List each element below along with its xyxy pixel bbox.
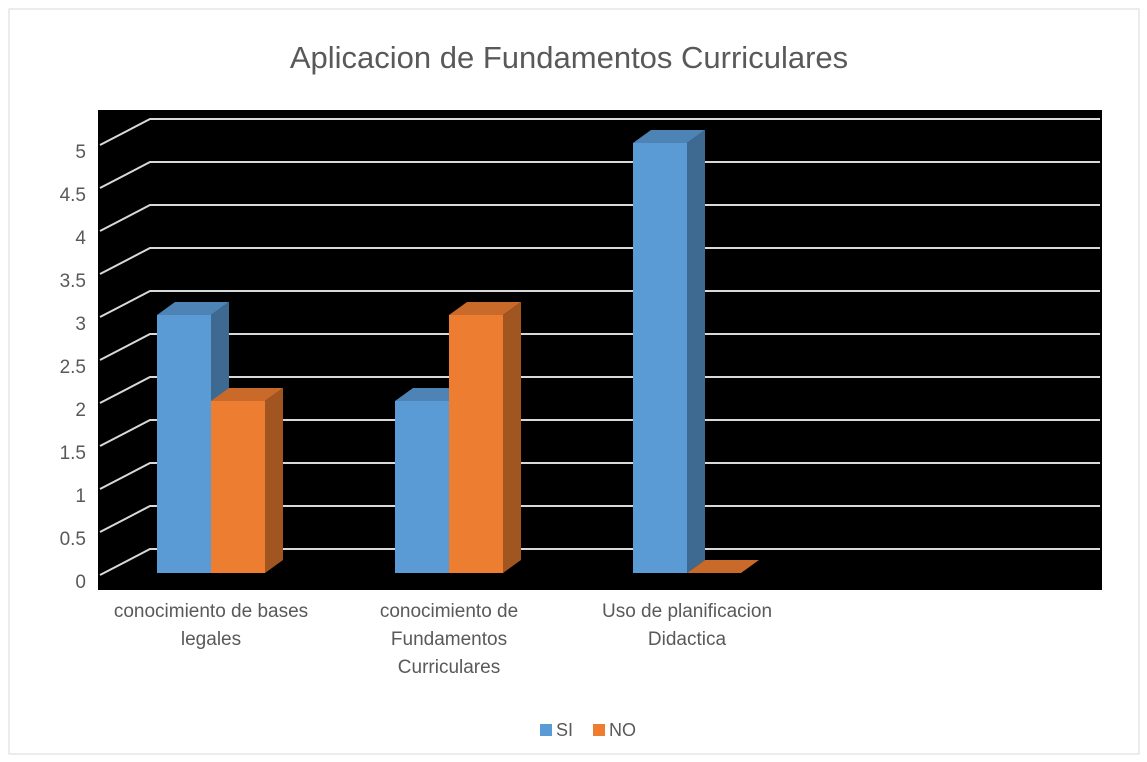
y-tick-label: 2 (75, 400, 86, 421)
bar-side (503, 302, 521, 573)
grid-line (99, 247, 1100, 275)
x-tick-label: conocimiento de Fundamentos Curriculares (379, 601, 519, 678)
y-tick-label: 3 (75, 314, 86, 335)
y-tick-label: 4.5 (60, 185, 86, 206)
bar (211, 401, 265, 573)
bar (157, 315, 211, 573)
bar (395, 401, 449, 573)
bar-top (687, 560, 759, 573)
bar-top (633, 130, 705, 143)
y-tick-label: 3.5 (60, 271, 86, 292)
grid-line (99, 118, 1100, 146)
chart-title: Aplicacion de Fundamentos Curriculares (290, 40, 848, 75)
legend-swatch (540, 724, 552, 736)
legend-label: NO (609, 720, 636, 740)
grid-line (99, 419, 1100, 447)
grid-line (99, 204, 1100, 232)
y-tick-label: 5 (75, 142, 86, 163)
bar-top (449, 302, 521, 315)
bar-top (157, 302, 229, 315)
grid-line (99, 333, 1100, 361)
grid-line (99, 505, 1100, 533)
legend-label: SI (556, 720, 573, 740)
y-tick-label: 0 (75, 572, 86, 593)
grid-line (99, 161, 1100, 189)
y-tick-label: 1.5 (60, 443, 86, 464)
y-tick-label: 2.5 (60, 357, 86, 378)
x-tick-label: conocimiento de bases legales (113, 601, 309, 650)
bar-side (687, 130, 705, 573)
y-tick-label: 1 (75, 486, 86, 507)
legend-swatch (593, 724, 606, 736)
bar (449, 315, 503, 573)
y-tick-label: 4 (75, 228, 86, 249)
x-tick-label: Uso de planificacion Didactica (601, 601, 773, 650)
bar-top (211, 388, 283, 401)
bar (633, 143, 687, 573)
grid-line (99, 548, 1100, 576)
grid-line (99, 290, 1100, 318)
y-tick-label: 0.5 (60, 529, 86, 550)
grid-line (99, 376, 1100, 404)
bar-side (265, 388, 283, 573)
grid-line (99, 462, 1100, 490)
